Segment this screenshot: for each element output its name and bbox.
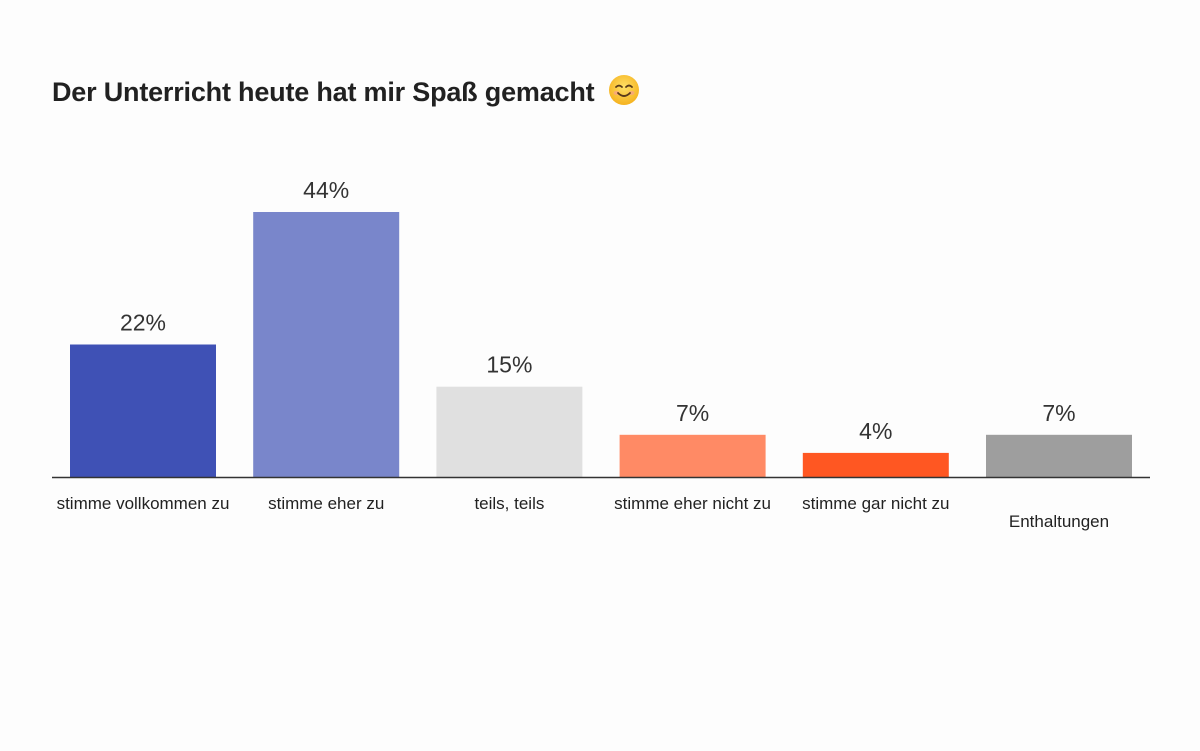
category-label-4: stimme eher nicht zu (614, 494, 771, 513)
value-label-2: 44% (303, 177, 349, 203)
bar-2 (253, 212, 400, 477)
category-label-1: stimme vollkommen zu (57, 494, 230, 513)
bar-6 (986, 434, 1132, 477)
bar-1 (70, 344, 216, 477)
value-label-4: 7% (676, 400, 709, 426)
value-label-6: 7% (1042, 400, 1075, 426)
value-label-3: 15% (486, 352, 532, 378)
chart-title: Der Unterricht heute hat mir Spaß gemach… (52, 74, 640, 108)
category-labels-group: stimme vollkommen zu stimme eher zu teils,… (57, 494, 1110, 531)
category-label-5: stimme gar nicht zu (802, 494, 949, 513)
bar-4 (619, 434, 766, 477)
bar-5 (802, 452, 949, 477)
value-label-5: 4% (859, 418, 892, 444)
chart-title-text: Der Unterricht heute hat mir Spaß gemach… (52, 77, 595, 107)
bars-group (70, 212, 1132, 477)
category-label-3: teils, teils (474, 494, 544, 513)
category-label-2: stimme eher zu (268, 494, 384, 513)
category-label-6: Enthaltungen (1009, 512, 1109, 531)
value-labels-group: 22% 44% 15% 7% 4% 7% (120, 177, 1076, 444)
value-label-1: 22% (120, 310, 166, 336)
smiling-face-emoji-icon (608, 75, 639, 105)
bar-3 (436, 386, 583, 477)
